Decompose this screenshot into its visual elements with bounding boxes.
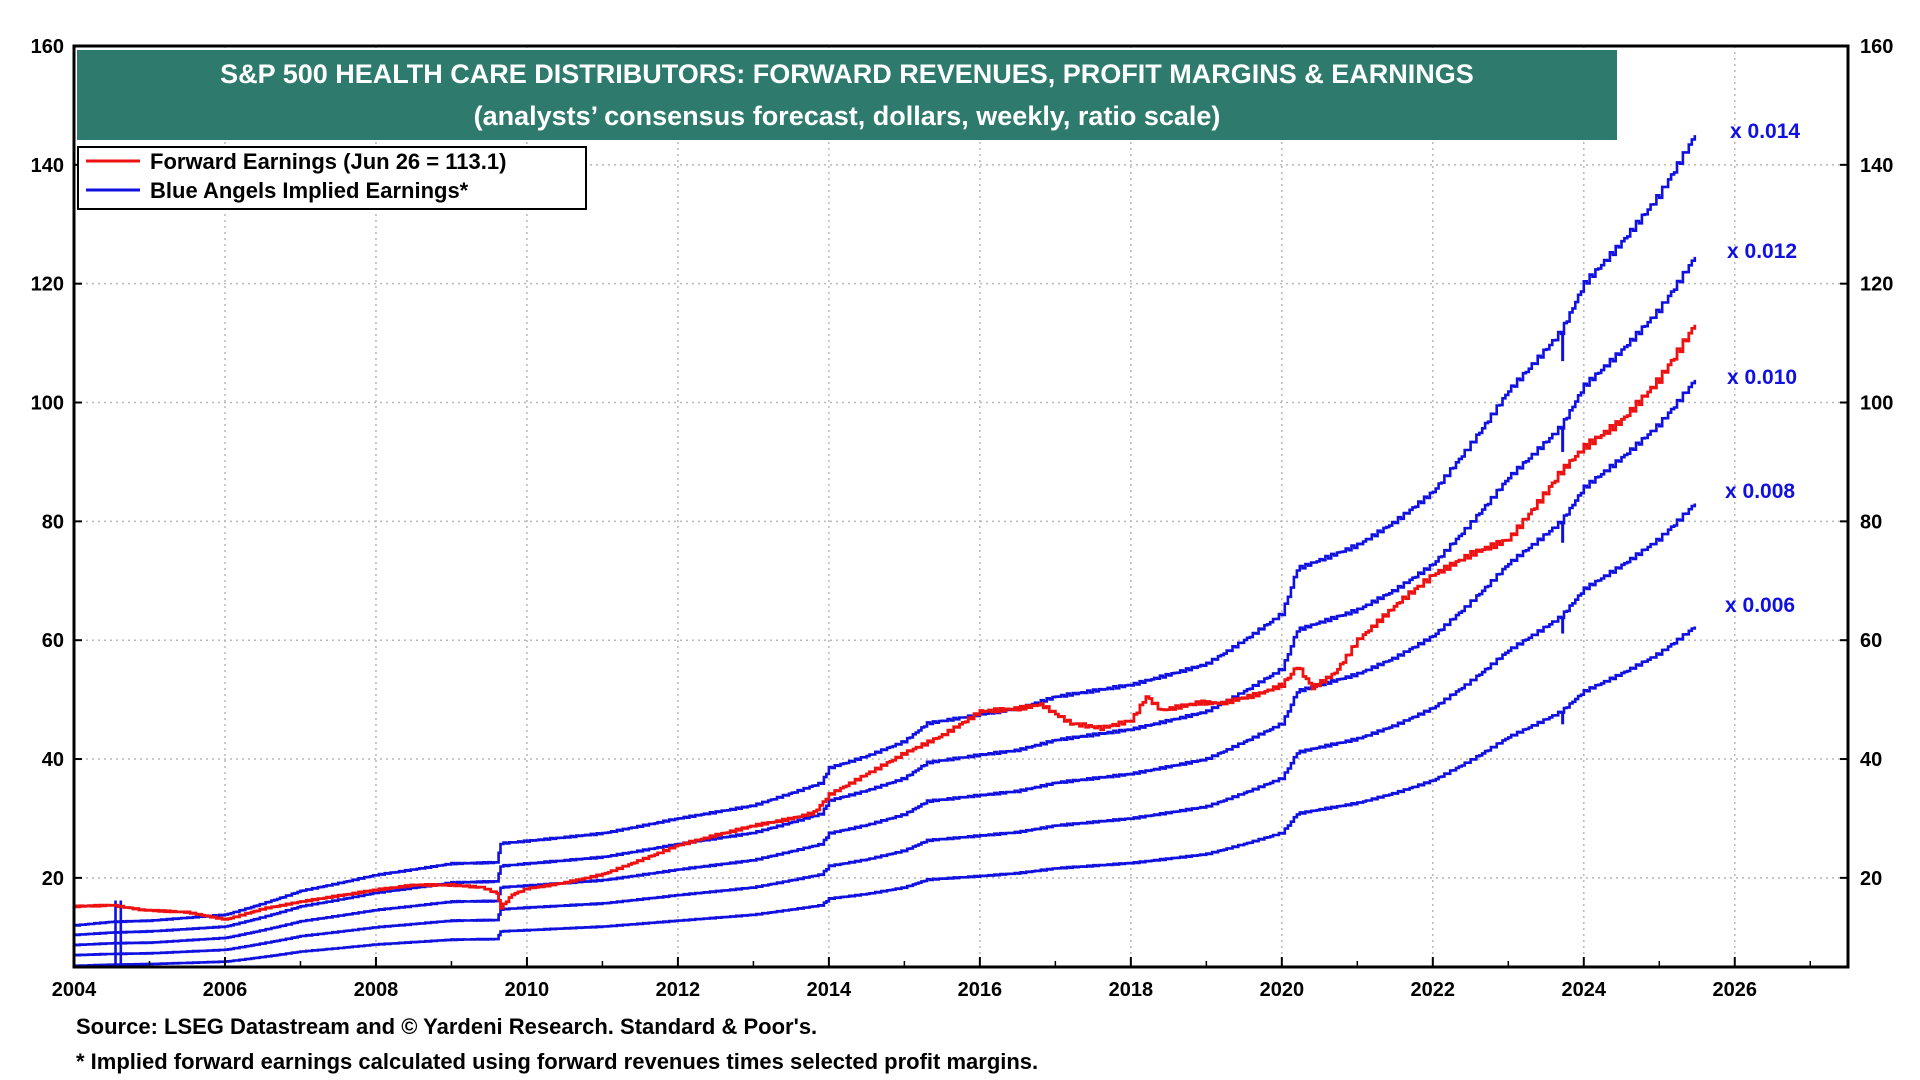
footer-note: * Implied forward earnings calculated us…	[76, 1049, 1039, 1074]
x-tick-label: 2004	[52, 979, 97, 1001]
y-tick-label-left: 160	[31, 36, 64, 58]
y-tick-label-left: 120	[31, 274, 64, 296]
plot-frame	[72, 44, 1850, 969]
y-tick-label-left: 40	[42, 749, 64, 771]
y-tick-label-right: 80	[1860, 511, 1882, 533]
implied-earnings-line-0010	[74, 379, 1697, 947]
x-tick-label: 2026	[1713, 979, 1758, 1001]
implied-earnings-line-0006	[74, 626, 1697, 968]
legend: Forward Earnings (Jun 26 = 113.1) Blue A…	[77, 146, 587, 210]
y-tick-label-right: 20	[1860, 868, 1882, 890]
x-tick-label: 2010	[505, 979, 550, 1001]
forward-earnings-line	[74, 324, 1697, 921]
legend-label-forward-earnings: Forward Earnings (Jun 26 = 113.1)	[150, 149, 506, 174]
x-tick-label: 2014	[807, 979, 852, 1001]
multiplier-label-0008: x 0.008	[1725, 480, 1795, 503]
implied-earnings-line-0014	[74, 135, 1697, 927]
x-tick-label: 2022	[1411, 979, 1456, 1001]
y-tick-label-right: 160	[1860, 36, 1893, 58]
x-tick-label: 2018	[1109, 979, 1154, 1001]
implied-earnings-line-0008	[74, 503, 1697, 957]
y-tick-label-left: 60	[42, 630, 64, 652]
series-layer	[74, 135, 1697, 968]
x-tick-label: 2012	[656, 979, 701, 1001]
legend-label-implied-earnings: Blue Angels Implied Earnings*	[150, 178, 469, 203]
multiplier-label-0006: x 0.006	[1725, 594, 1795, 617]
x-tick-label: 2008	[354, 979, 399, 1001]
y-tick-label-right: 140	[1860, 155, 1893, 177]
chart-subtitle: (analysts’ consensus forecast, dollars, …	[474, 101, 1221, 131]
multiplier-label-0014: x 0.014	[1730, 120, 1800, 143]
y-tick-label-right: 120	[1860, 274, 1893, 296]
footer-source: Source: LSEG Datastream and © Yardeni Re…	[76, 1014, 818, 1039]
y-tick-label-left: 20	[42, 868, 64, 890]
legend-box	[77, 146, 587, 210]
multiplier-labels: x 0.014 x 0.012 x 0.010 x 0.008 x 0.006	[1725, 120, 1800, 617]
multiplier-label-0010: x 0.010	[1727, 366, 1797, 389]
x-tick-label: 2024	[1562, 979, 1607, 1001]
chart-title: S&P 500 HEALTH CARE DISTRIBUTORS: FORWAR…	[220, 59, 1474, 89]
x-tick-label: 2016	[958, 979, 1003, 1001]
y-tick-label-right: 100	[1860, 393, 1893, 415]
x-tick-label: 2006	[203, 979, 248, 1001]
y-tick-label-left: 100	[31, 393, 64, 415]
title-background	[77, 50, 1617, 140]
y-tick-label-right: 40	[1860, 749, 1882, 771]
y-tick-label-left: 80	[42, 511, 64, 533]
implied-earnings-line-0012	[74, 256, 1697, 937]
multiplier-label-0012: x 0.012	[1727, 240, 1797, 263]
y-tick-label-right: 60	[1860, 630, 1882, 652]
title-box: S&P 500 HEALTH CARE DISTRIBUTORS: FORWAR…	[77, 50, 1617, 140]
y-tick-label-left: 140	[31, 155, 64, 177]
x-tick-label: 2020	[1260, 979, 1305, 1001]
